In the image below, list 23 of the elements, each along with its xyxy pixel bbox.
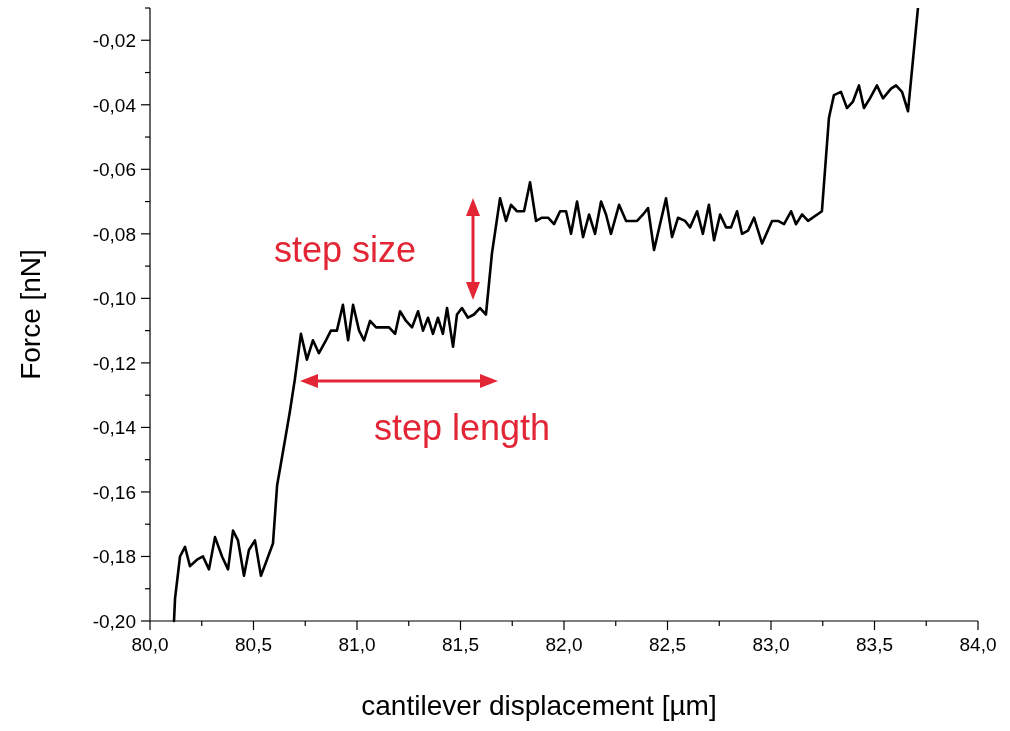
y-tick-label: -0,16	[92, 481, 136, 503]
y-tick-label: -0,06	[92, 159, 136, 181]
y-tick-label: -0,14	[92, 417, 137, 439]
y-tick-label: -0,04	[92, 94, 137, 116]
y-tick-label: -0,12	[92, 352, 136, 374]
annotation: step length	[373, 407, 551, 448]
x-tick-label: 82,0	[545, 634, 583, 655]
x-axis-title: cantilever displacement [µm]	[361, 690, 717, 721]
y-tick-label: -0,18	[92, 546, 136, 568]
x-tick-label: 82,5	[649, 634, 686, 655]
x-tick-label: 80,0	[131, 634, 169, 655]
annotation: step size	[273, 229, 417, 270]
y-tick-label: -0,20	[92, 611, 136, 632]
x-tick-label: 83,5	[856, 634, 893, 655]
y-tick-label: -0,08	[92, 223, 136, 245]
x-tick-label: 80,5	[235, 634, 272, 655]
x-tick-label: 81,5	[442, 634, 479, 655]
x-tick-label: 83,0	[752, 634, 790, 655]
y-tick-label: -0,02	[92, 30, 136, 52]
x-tick-label: 84,0	[959, 634, 997, 655]
x-tick-label: 81,0	[338, 634, 376, 655]
y-tick-label: -0,10	[92, 288, 136, 310]
y-axis-title: Force [nN]	[15, 249, 46, 380]
